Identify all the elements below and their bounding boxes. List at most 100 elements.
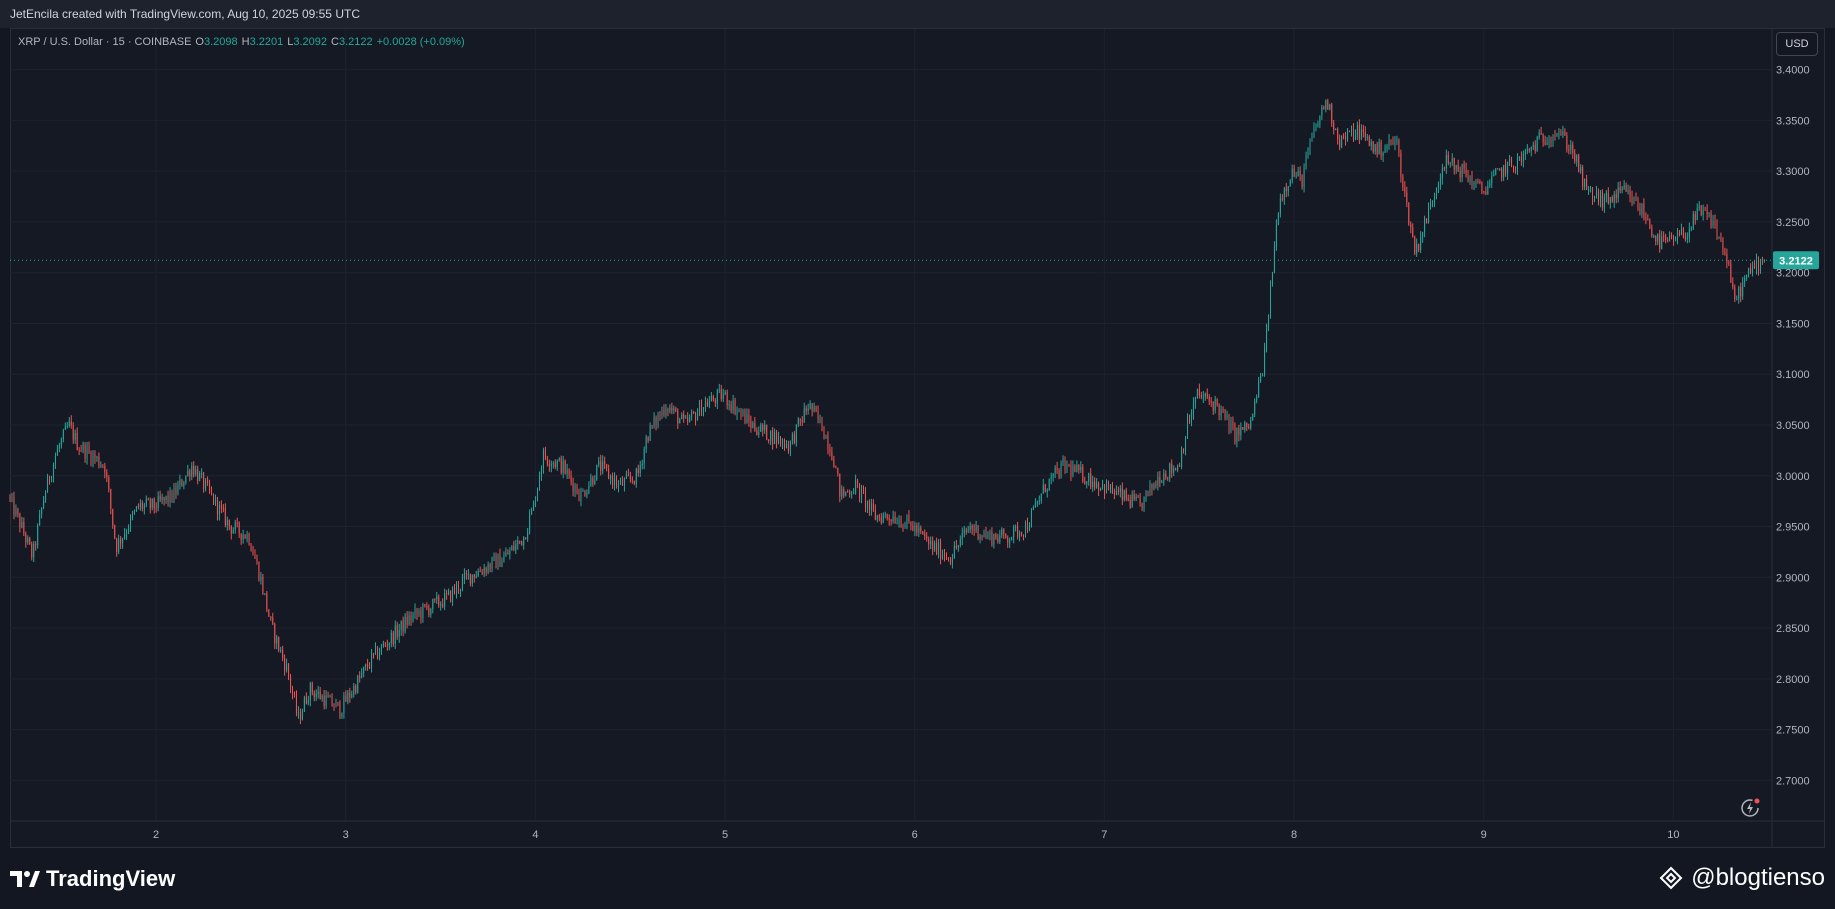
candle-body (337, 701, 339, 703)
candle-body (179, 479, 181, 486)
candle-body (122, 538, 124, 544)
candle-body (967, 529, 969, 532)
candle-body (1052, 473, 1054, 477)
candle-body (151, 498, 153, 508)
candle-body (695, 413, 697, 421)
candle-body (870, 503, 872, 510)
candle-body (519, 540, 521, 542)
candle-body (1017, 526, 1019, 537)
candle-body (1044, 484, 1046, 492)
candle-body (274, 623, 276, 644)
candle-body (1129, 499, 1131, 507)
candle-body (1422, 232, 1424, 237)
candle-body (256, 558, 258, 563)
candle-body (1550, 141, 1552, 143)
candle-body (1716, 223, 1718, 239)
candle-body (1236, 427, 1238, 443)
candle-body (220, 504, 222, 509)
candle-body (290, 676, 292, 689)
candle-body (791, 434, 793, 441)
candle-body (507, 552, 509, 555)
candle-body (452, 588, 454, 602)
x-tick-label: 8 (1291, 829, 1297, 841)
candle-body (1139, 497, 1141, 504)
candle-body (691, 412, 693, 417)
candle-body (1173, 468, 1175, 473)
candle-body (1435, 188, 1437, 198)
candle-body (309, 683, 311, 701)
candle-body (655, 417, 657, 426)
candle-body (493, 555, 495, 558)
candle-body (1268, 316, 1270, 325)
candle-body (1420, 236, 1422, 251)
candle-body (857, 480, 859, 484)
candle-body (317, 691, 319, 694)
candle-body (1682, 229, 1684, 237)
candle-body (1572, 144, 1574, 154)
candle-body (280, 649, 282, 651)
candle-body (384, 644, 386, 646)
y-tick-label: 3.3500 (1776, 115, 1810, 127)
candle-body (185, 475, 187, 483)
candle-body (388, 642, 390, 647)
candle-body (855, 480, 857, 494)
candle-body (1718, 236, 1720, 239)
candle-body (1700, 206, 1702, 215)
candle-body (610, 476, 612, 479)
candle-body (1062, 459, 1064, 464)
candle-body (1443, 167, 1445, 169)
candle-body (663, 409, 665, 416)
candle-body (1038, 500, 1040, 503)
candle-body (410, 615, 412, 620)
candle-body (96, 456, 98, 459)
candle-body (1102, 484, 1104, 488)
candle-body (1501, 168, 1503, 178)
candle-body (1224, 410, 1226, 418)
candle-body (554, 462, 556, 467)
candle-body (542, 450, 544, 468)
candle-body (1125, 490, 1127, 499)
tradingview-brand[interactable]: TradingView (10, 866, 175, 892)
candle-body (683, 414, 685, 418)
candle-body (1469, 176, 1471, 182)
candle-body (1613, 194, 1615, 202)
candle-body (286, 663, 288, 671)
candle-body (254, 554, 256, 559)
candle-body (803, 408, 805, 422)
candle-body (1343, 135, 1345, 137)
candle-body (1082, 466, 1084, 482)
candle-body (33, 543, 35, 558)
candle-body (1137, 496, 1139, 498)
candle-body (1524, 151, 1526, 155)
candle-body (1210, 401, 1212, 403)
candle-body (1605, 193, 1607, 197)
candle-body (1641, 204, 1643, 215)
grid-lines (10, 29, 1772, 821)
candle-body (1465, 168, 1467, 176)
candle-body (1179, 465, 1181, 467)
candle-body (1256, 397, 1258, 402)
candle-body (31, 543, 33, 558)
candle-body (720, 389, 722, 399)
y-tick-label: 2.9000 (1776, 572, 1810, 584)
candle-body (1514, 166, 1516, 170)
candle-body (1730, 263, 1732, 283)
reload-lightning-icon[interactable] (1738, 796, 1762, 820)
candle-body (1522, 154, 1524, 162)
candle-body (712, 396, 714, 401)
candle-body (183, 482, 185, 487)
currency-button[interactable]: USD (1776, 32, 1818, 56)
candle-body (260, 576, 262, 581)
candle-body (139, 503, 141, 508)
candle-body (570, 474, 572, 482)
candle-body (126, 532, 128, 535)
candle-body (716, 390, 718, 404)
candle-body (876, 515, 878, 520)
candle-body (1489, 183, 1491, 186)
chart-frame[interactable] (10, 28, 1825, 848)
candle-body (1058, 469, 1060, 478)
candle-body (161, 497, 163, 501)
candle-body (1698, 206, 1700, 208)
candle-body (774, 432, 776, 445)
